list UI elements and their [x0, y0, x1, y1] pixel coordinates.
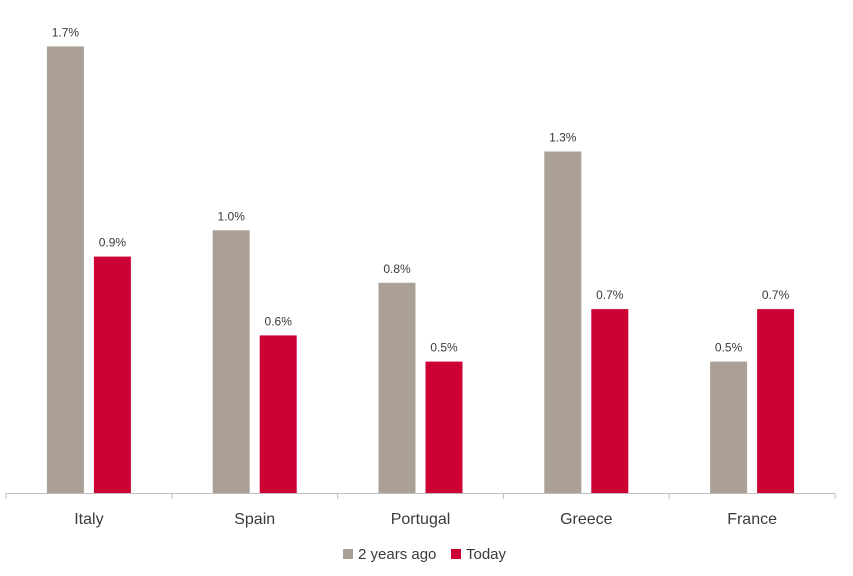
legend: 2 years ago Today [343, 546, 507, 563]
x-tick-label-portugal: Portugal [391, 511, 451, 528]
x-tick-label-italy: Italy [74, 511, 103, 528]
data-label-greece-today: 0.7% [596, 288, 624, 302]
bar-spain-today [259, 335, 297, 493]
x-tick-label-greece: Greece [560, 511, 613, 528]
bar-portugal-today [425, 361, 463, 493]
data-label-france-today: 0.7% [762, 288, 790, 302]
data-labels-layer: 1.7% 0.9% 1.0% 0.6% 0.8% 0.5% 1.3% 0.7% 0.5% 0.7% [52, 25, 790, 354]
bar-greece-today [591, 309, 629, 493]
bar-france-today [757, 309, 795, 493]
data-label-greece-2-years-ago: 1.3% [549, 131, 577, 145]
bar-portugal-2-years-ago [378, 282, 416, 493]
bar-italy-2-years-ago [46, 46, 84, 494]
data-label-italy-today: 0.9% [99, 236, 127, 250]
legend-swatch-today [451, 549, 461, 559]
data-label-spain-today: 0.6% [265, 314, 293, 328]
bar-france-2-years-ago [710, 361, 748, 493]
legend-label-today: Today [466, 546, 507, 563]
bar-italy-today [93, 256, 131, 493]
data-label-portugal-today: 0.5% [430, 341, 458, 355]
legend-swatch-2-years-ago [343, 549, 353, 559]
x-tick-label-spain: Spain [234, 511, 275, 528]
x-tick-label-france: France [727, 511, 777, 528]
data-label-spain-2-years-ago: 1.0% [218, 209, 246, 223]
bars-layer [46, 46, 795, 494]
data-label-france-2-years-ago: 0.5% [715, 341, 743, 355]
legend-label-2-years-ago: 2 years ago [358, 546, 436, 563]
data-label-italy-2-years-ago: 1.7% [52, 25, 80, 39]
x-axis: Italy Spain Portugal Greece France [5, 493, 836, 528]
data-label-portugal-2-years-ago: 0.8% [383, 262, 411, 276]
bar-spain-2-years-ago [212, 230, 250, 494]
bar-greece-2-years-ago [544, 151, 582, 493]
